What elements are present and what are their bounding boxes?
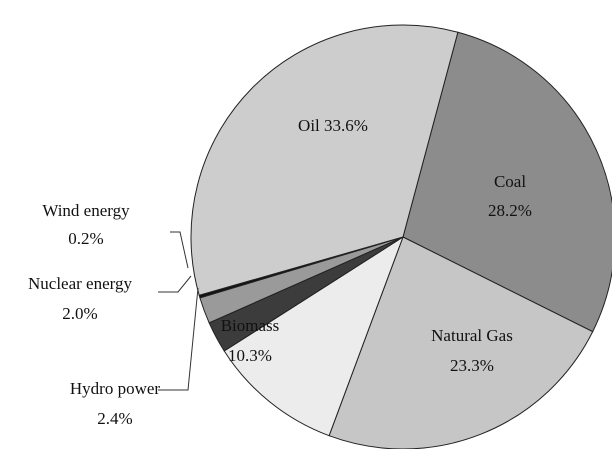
slice-label: Natural Gas 23.3% — [431, 326, 513, 375]
pie-slice — [223, 235, 404, 437]
pie-slice — [328, 236, 594, 449]
value-label: 0.2% — [68, 229, 103, 248]
leader-line — [158, 275, 192, 293]
category-label: Biomass — [221, 316, 280, 335]
category-label: Hydro power — [70, 379, 161, 398]
leader-line — [170, 231, 189, 269]
value-label: 28.2% — [488, 201, 532, 220]
leader-line — [158, 287, 199, 391]
category-label: Nuclear energy — [28, 274, 132, 293]
pie-slice — [402, 31, 612, 333]
pie — [190, 24, 612, 449]
slice-label: Coal 28.2% — [488, 172, 532, 220]
slice-label: Biomass 10.3% — [221, 316, 280, 365]
category-label: Oil — [298, 116, 320, 135]
slice-label: Hydro power 2.4% — [70, 379, 161, 428]
category-label: Coal — [494, 172, 526, 191]
labels: Coal 28.2% Natural Gas 23.3% Biomass 10.3% Hyd… — [28, 116, 532, 428]
value-label: 2.4% — [97, 409, 132, 428]
value-label: 10.3% — [228, 346, 272, 365]
category-label: Wind energy — [42, 201, 130, 220]
pie-slice — [190, 24, 459, 296]
slice-label: Wind energy 0.2% — [42, 201, 130, 248]
slice-label: Oil 33.6% — [298, 116, 368, 135]
value-label: 33.6% — [324, 116, 368, 135]
category-label: Natural Gas — [431, 326, 513, 345]
slice-label: Nuclear energy 2.0% — [28, 274, 132, 323]
value-label: 2.0% — [62, 304, 97, 323]
value-label: 23.3% — [450, 356, 494, 375]
